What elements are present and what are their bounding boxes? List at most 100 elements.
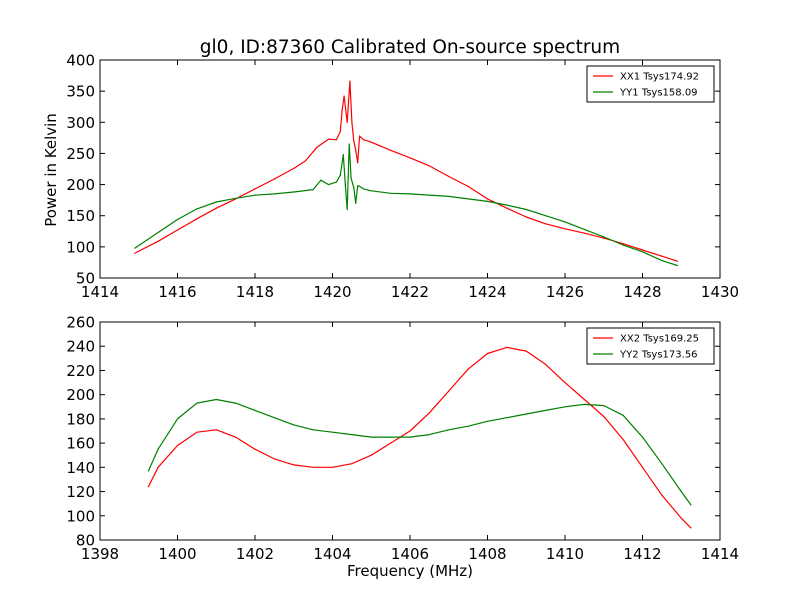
- panel1-series-2-point: [355, 202, 357, 204]
- panel1-series-1-point: [409, 157, 411, 159]
- panel1-y-tick-label: 200: [66, 176, 95, 194]
- panel2-series-2-point: [351, 434, 353, 436]
- panel1-series-1-point: [316, 146, 318, 148]
- panel1-legend: XX1 Tsys174.92 YY1 Tsys158.09: [586, 65, 715, 103]
- panel2-y-tick-label: 120: [66, 483, 95, 501]
- panel2-series-1-point: [448, 390, 450, 392]
- panel2-series-2-point: [680, 491, 682, 493]
- panel1-series-1-point: [428, 165, 430, 167]
- panel1-series-2-point: [235, 197, 237, 199]
- panel2-x-tick-label: 1398: [81, 545, 119, 563]
- panel2-legend-label: YY2 Tsys173.56: [619, 350, 698, 361]
- panel1-x-tick-label: 1424: [468, 283, 506, 301]
- panel2-series-2-point: [545, 409, 547, 411]
- panel2-series-2-point: [235, 402, 237, 404]
- panel1-series-1-point: [467, 185, 469, 187]
- panel1-series-1-point: [370, 141, 372, 143]
- panel1-series-2-point: [328, 184, 330, 186]
- panel1-chart: 1414 1416 1418 1420 1422 1424 1426 1428 1430 50 10…: [66, 52, 739, 302]
- panel1-series-1: [134, 80, 679, 262]
- panel2-y-tick-label: 180: [66, 410, 95, 428]
- panel1-series-2: [134, 143, 679, 267]
- panel2-series-1-point: [545, 363, 547, 365]
- panel1-series-1-point: [545, 223, 547, 225]
- panel2-series-2-point: [196, 402, 198, 404]
- panel1-series-1-point: [486, 198, 489, 200]
- panel2-y-tick-label: 80: [76, 532, 95, 550]
- panel1-series-2-point: [545, 215, 547, 217]
- panel2-series-2-point: [215, 398, 217, 401]
- panel2-series-2: [147, 398, 692, 506]
- panel1-y-tick-label: 50: [76, 270, 95, 288]
- panel2-y-tick-label: 160: [66, 435, 95, 453]
- panel1-x-tick-label: 1430: [701, 283, 739, 301]
- panel2-series-1-point: [293, 464, 295, 466]
- panel1-series-1-point: [676, 260, 679, 262]
- panel2-series-2-point: [428, 434, 430, 436]
- panel2-series-2-point: [583, 403, 586, 405]
- panel1-series-2-point: [676, 264, 679, 267]
- panel1-series-1-point: [304, 160, 306, 162]
- panel2-series-1-point: [409, 430, 411, 432]
- panel1-series-1-point: [157, 240, 159, 242]
- panel2-y-tick-label: 260: [66, 314, 95, 332]
- panel1-x-tick-label: 1414: [81, 283, 119, 301]
- panel2-series-2-point: [564, 406, 566, 408]
- panel1-series-1-point: [564, 228, 566, 230]
- panel2-series-2-point: [603, 405, 605, 407]
- panel2-y-tick-label: 200: [66, 386, 95, 404]
- panel1-y-tick-label: 350: [66, 83, 95, 101]
- panel2-x-tick-label: 1402: [236, 545, 274, 563]
- panel2-series-1-point: [312, 466, 314, 468]
- panel2-x-tick-label: 1404: [313, 545, 351, 563]
- panel2-series-2-point: [331, 431, 334, 433]
- panel1-series-2-point: [661, 260, 663, 262]
- panel2-series-2-point: [409, 436, 411, 438]
- panel1-series-1-point: [641, 249, 644, 251]
- panel1-y-tick-label: 300: [66, 114, 95, 132]
- panel1-y-tick-label: 150: [66, 207, 95, 225]
- panel1-legend-label: YY1 Tsys158.09: [619, 88, 698, 99]
- plots-layer: 1414 1416 1418 1420 1422 1424 1426 1428 1430 50 10…: [66, 52, 739, 564]
- panel1-x-tick-label: 1420: [313, 283, 351, 301]
- panel1-series-2-point: [293, 191, 295, 193]
- panel2-series-1-point: [147, 486, 149, 488]
- panel2-series-1-point: [641, 466, 644, 468]
- panel2-series-1-point: [390, 442, 392, 444]
- panel1-series-1-point: [293, 167, 295, 169]
- panel2-series-1-point: [370, 454, 372, 456]
- panel1-series-1-point: [273, 178, 275, 180]
- panel1-series-1-point: [349, 80, 351, 82]
- panel1-series-2-point: [254, 194, 256, 196]
- panel2-series-1-point: [661, 494, 663, 496]
- panel2-series-1-point: [525, 350, 527, 352]
- panel1-x-tick-label: 1422: [391, 283, 429, 301]
- panel2-legend: XX2 Tsys169.25 YY2 Tsys173.56: [586, 327, 715, 365]
- panel1-series-1-point: [353, 140, 355, 142]
- panel1-series-2-point: [362, 188, 365, 190]
- panel1-series-1-point: [176, 229, 179, 231]
- panel1-y-tick-label: 250: [66, 145, 95, 163]
- panel1-series-2-point: [359, 185, 361, 187]
- panel1-y-tick-label: 100: [66, 238, 95, 256]
- panel2-series-1-point: [273, 458, 275, 460]
- panel1-series-2-point: [339, 174, 341, 176]
- panel2-series-1-point: [564, 382, 566, 384]
- panel1-series-2-point: [622, 244, 624, 246]
- panel2-series-1-point: [331, 466, 334, 468]
- panel1-series-2-point: [342, 154, 344, 156]
- panel1-x-tick-label: 1418: [236, 283, 274, 301]
- panel2-series-1-point: [254, 448, 256, 450]
- x-axis-label: Frequency (MHz): [347, 562, 473, 580]
- panel1-series-2-point: [134, 247, 136, 249]
- panel1-series-1-point: [215, 207, 217, 209]
- panel2-y-tick-label: 100: [66, 507, 95, 525]
- panel1-series-2-point: [564, 221, 566, 223]
- panel2-series-2-point: [370, 436, 372, 438]
- panel2-series-1-point: [215, 429, 217, 431]
- panel1-series-1-point: [661, 255, 663, 257]
- panel2-series-1-point: [351, 463, 353, 465]
- panel1-series-1-point: [359, 135, 361, 137]
- panel1-series-1-point: [196, 218, 198, 220]
